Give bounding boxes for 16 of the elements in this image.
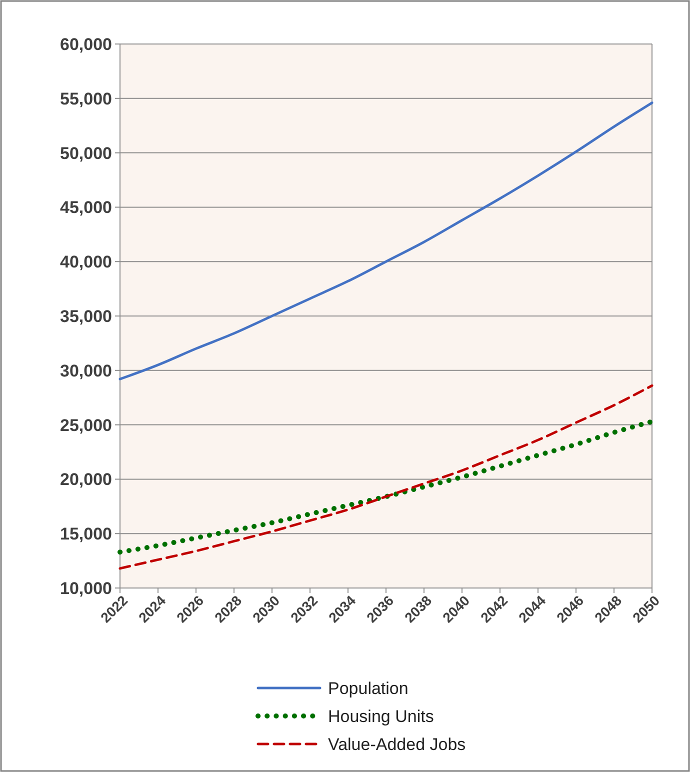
y-tick-label: 30,000 [60, 361, 112, 380]
y-tick-label: 25,000 [60, 416, 112, 435]
legend-label: Value-Added Jobs [328, 734, 466, 754]
y-tick-label: 50,000 [60, 144, 112, 163]
y-tick-label: 35,000 [60, 306, 112, 326]
legend-label: Population [328, 678, 408, 698]
line-series [118, 384, 654, 570]
y-tick-label: 55,000 [60, 89, 112, 108]
y-tick-label: 40,000 [60, 252, 112, 272]
y-tick-label: 10,000 [60, 578, 112, 598]
line-series [118, 102, 654, 380]
y-tick-label: 20,000 [60, 470, 112, 490]
legend-label: Housing Units [328, 706, 434, 726]
y-tick-label: 45,000 [60, 198, 112, 218]
y-tick-label: 60,000 [60, 34, 112, 54]
y-tick-label: 15,000 [60, 524, 112, 544]
